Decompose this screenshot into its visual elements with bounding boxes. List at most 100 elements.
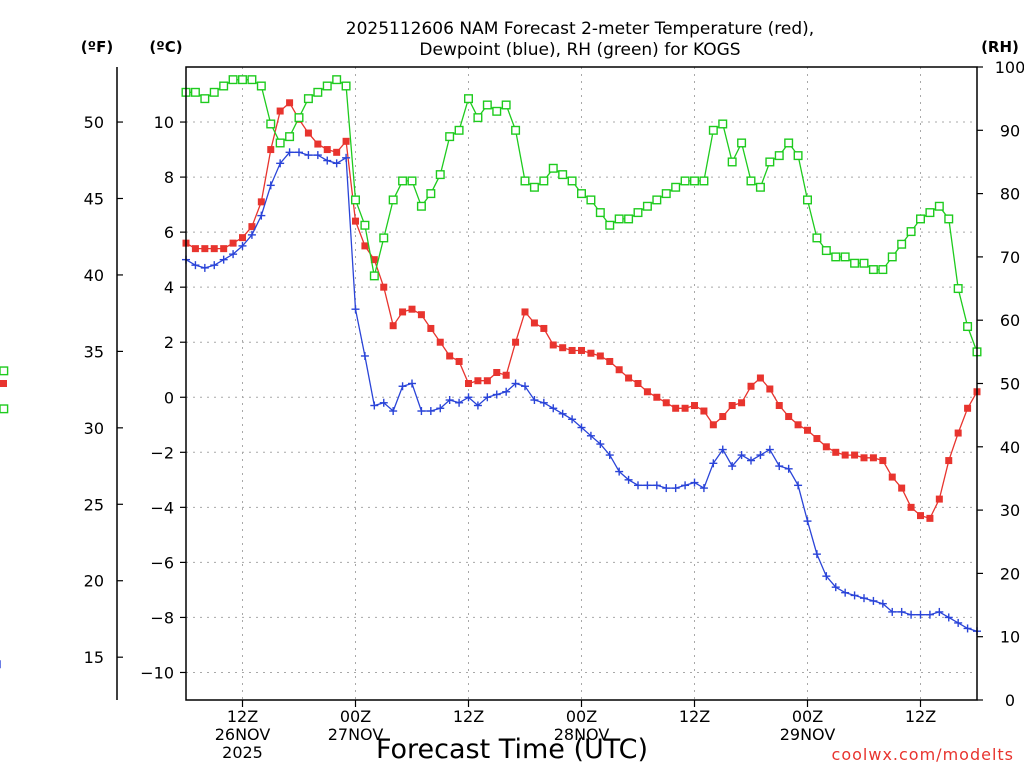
dewpoint-point (200, 263, 209, 272)
rh-point (416, 201, 426, 211)
dewpoint-point (332, 159, 341, 168)
rh-tick-label: 100 (995, 58, 1024, 77)
dewpoint-point (342, 153, 351, 162)
dewpoint-point (398, 382, 407, 391)
dewpoint-point (812, 550, 821, 559)
dewpoint-point (549, 404, 558, 413)
celsius-tick-label: 2 (164, 333, 174, 352)
temperature-point (587, 349, 595, 357)
dewpoint-point (944, 613, 953, 622)
temperature-point (0, 380, 7, 387)
x-tick-label: 2025 (222, 743, 263, 762)
dewpoint-point (229, 250, 238, 259)
dewpoint-point (492, 390, 501, 399)
rh-point (388, 195, 398, 205)
rh-point (595, 208, 605, 218)
dewpoint-point (389, 407, 398, 416)
temperature-point (954, 429, 962, 437)
rh-tick-label: 50 (1000, 375, 1020, 394)
dewpoint-point (954, 618, 963, 627)
rh-point (256, 81, 266, 91)
rh-point (577, 189, 587, 199)
rh-point (633, 208, 643, 218)
chart-title: 2025112606 NAM Forecast 2-meter Temperat… (346, 19, 814, 39)
fahrenheit-tick-label: 25 (84, 495, 104, 514)
temperature-point (615, 366, 623, 374)
temperature-point (964, 404, 972, 412)
rh-point (0, 366, 9, 376)
temperature-point (719, 413, 727, 421)
rh-point (379, 233, 389, 243)
rh-point (661, 189, 671, 199)
rh-tick-label: 0 (1005, 691, 1015, 710)
series-temperature (0, 99, 981, 522)
temperature-point (549, 341, 557, 349)
celsius-tick-label: 0 (164, 388, 174, 407)
dewpoint-point (747, 456, 755, 465)
dewpoint-point (699, 484, 708, 493)
temperature-point (681, 404, 689, 412)
temperature-point (333, 148, 341, 156)
dewpoint-point (464, 393, 473, 402)
temperature-point (700, 407, 708, 415)
series-rh (0, 75, 982, 414)
celsius-tick-label: −2 (150, 443, 174, 462)
rh-point (332, 75, 342, 85)
dewpoint-point (907, 610, 916, 619)
temperature-point (766, 385, 774, 393)
rh-tick-label: 30 (1000, 501, 1020, 520)
celsius-unit-label: (ºC) (149, 38, 182, 56)
temperature-point (662, 399, 670, 407)
temperature-point (738, 399, 746, 407)
rh-point (859, 258, 869, 268)
temperature-point (860, 454, 868, 462)
temperature-point (935, 495, 943, 503)
rh-point (840, 252, 850, 262)
dewpoint-point (247, 230, 256, 239)
rh-point (793, 151, 803, 161)
rh-point (426, 189, 436, 199)
dewpoint-point (191, 261, 200, 270)
dewpoint-point (483, 393, 492, 402)
temperature-point (201, 245, 209, 253)
temperature-point (210, 245, 218, 253)
dewpoint-point (210, 261, 219, 270)
temperature-point (314, 140, 322, 148)
rh-point (953, 284, 963, 294)
dewpoint-point (426, 407, 435, 416)
temperature-point (342, 137, 350, 145)
rh-point (671, 182, 681, 192)
rh-point (963, 322, 973, 332)
dewpoint-point (662, 484, 671, 493)
chart-subtitle: Dewpoint (blue), RH (green) for KOGS (419, 40, 740, 60)
fahrenheit-tick-label: 30 (84, 419, 104, 438)
dewpoint-point (784, 464, 793, 473)
x-axis-label: Forecast Time (UTC) (376, 734, 648, 765)
dewpoint-point (238, 241, 247, 250)
temperature-point (267, 146, 275, 154)
rh-point (784, 138, 794, 148)
temperature-point (747, 382, 755, 390)
temperature-point (643, 388, 651, 396)
dewpoint-point (502, 387, 511, 396)
temperature-point (276, 107, 284, 115)
temperature-point (926, 514, 934, 522)
dewpoint-point (718, 445, 727, 454)
rh-tick-label: 10 (1000, 628, 1020, 647)
temperature-point (775, 402, 783, 410)
rh-point (539, 176, 549, 186)
rh-point (464, 94, 474, 104)
fahrenheit-tick-label: 15 (84, 648, 104, 667)
temperature-point (606, 357, 614, 365)
rh-point (803, 195, 813, 205)
rh-point (897, 239, 907, 249)
temperature-point (389, 322, 397, 330)
temperature-point (634, 380, 642, 387)
dewpoint-point (586, 431, 595, 440)
temperature-point (898, 484, 906, 492)
dewpoint-point (276, 159, 285, 168)
dewpoint-point (285, 148, 294, 157)
temperature-point (568, 346, 576, 354)
temperature-point (483, 377, 491, 385)
rh-point (237, 75, 247, 85)
